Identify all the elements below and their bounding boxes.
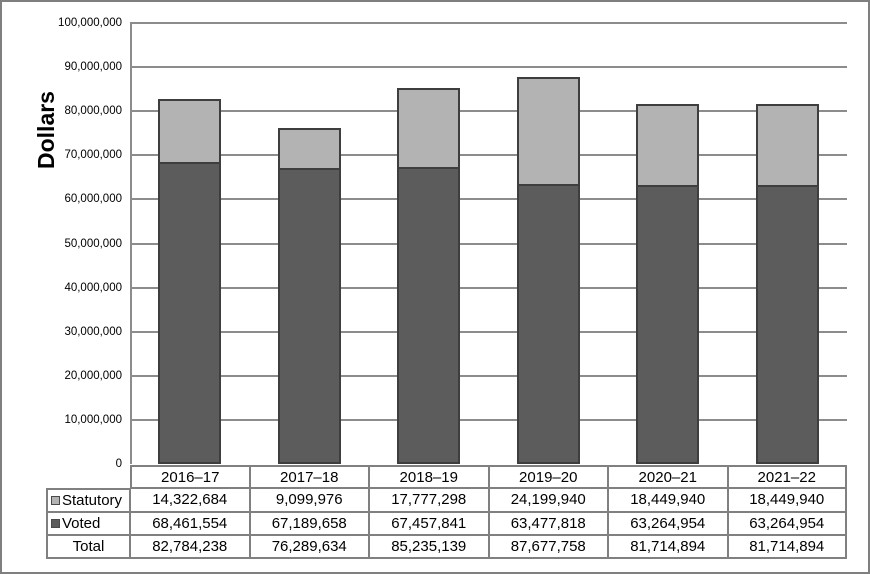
gridline bbox=[130, 286, 847, 289]
bar-segment-voted-2016–17 bbox=[160, 162, 220, 462]
bar-2021–22 bbox=[755, 104, 819, 464]
data-table: 2016–17 2017–18 2018–19 2019–20 2020–21 2021–… bbox=[46, 465, 847, 559]
bar-segment-voted-2018–19 bbox=[399, 167, 459, 462]
y-axis-tick-label: 90,000,000 bbox=[64, 61, 122, 74]
table-value-cell: 81,714,894 bbox=[727, 535, 847, 559]
table-value-cell: 24,199,940 bbox=[488, 488, 608, 512]
table-row-label-voted: Voted bbox=[46, 511, 130, 535]
table-header-cell: 2020–21 bbox=[608, 465, 728, 488]
y-axis-tick-label: 100,000,000 bbox=[58, 17, 122, 29]
gridline bbox=[130, 330, 847, 333]
bar-2020–21 bbox=[636, 104, 700, 464]
y-axis-tick-label: 40,000,000 bbox=[64, 281, 122, 294]
bar-2018–19 bbox=[397, 88, 461, 464]
gridline bbox=[130, 154, 847, 157]
table-value-cell: 85,235,139 bbox=[369, 535, 489, 559]
y-axis-tick-label: 60,000,000 bbox=[64, 193, 122, 206]
table-row-label-text: Voted bbox=[62, 514, 101, 532]
table-value-cell: 63,264,954 bbox=[608, 511, 728, 535]
y-axis-tick-label: 50,000,000 bbox=[64, 237, 122, 250]
table-header-cell: 2018–19 bbox=[369, 465, 489, 488]
plot-area bbox=[130, 22, 847, 464]
table-corner-blank bbox=[46, 465, 130, 488]
y-axis-tick-label: 0 bbox=[115, 458, 122, 470]
y-axis-tick-label: 70,000,000 bbox=[64, 149, 122, 162]
bar-segment-voted-2020–21 bbox=[638, 185, 698, 462]
y-axis-tick-label: 30,000,000 bbox=[64, 325, 122, 338]
table-value-cell: 82,784,238 bbox=[130, 535, 250, 559]
gridline bbox=[130, 66, 847, 69]
gridline bbox=[130, 198, 847, 201]
bar-segment-voted-2017–18 bbox=[279, 168, 339, 462]
table-header-cell: 2019–20 bbox=[488, 465, 608, 488]
gridline bbox=[130, 374, 847, 377]
statutory-swatch-icon bbox=[51, 495, 60, 505]
table-row-label-text: Total bbox=[72, 538, 105, 555]
table-value-cell: 81,714,894 bbox=[608, 535, 728, 559]
table-row-label-total: Total bbox=[46, 535, 130, 559]
table-header-cell: 2021–22 bbox=[727, 465, 847, 488]
table-value-cell: 67,457,841 bbox=[369, 511, 489, 535]
table-header-cell: 2016–17 bbox=[130, 465, 250, 488]
bar-2016–17 bbox=[158, 99, 222, 464]
bar-2019–20 bbox=[516, 77, 580, 464]
gridline bbox=[130, 22, 847, 24]
table-value-cell: 76,289,634 bbox=[249, 535, 369, 559]
table-value-cell: 17,777,298 bbox=[369, 488, 489, 512]
bar-segment-voted-2021–22 bbox=[757, 185, 817, 462]
bar-2017–18 bbox=[277, 128, 341, 464]
y-axis-tick-label: 20,000,000 bbox=[64, 369, 122, 382]
table-value-cell: 87,677,758 bbox=[488, 535, 608, 559]
table-value-cell: 18,449,940 bbox=[727, 488, 847, 512]
table-row-label-statutory: Statutory bbox=[46, 488, 130, 512]
table-value-cell: 67,189,658 bbox=[249, 511, 369, 535]
bar-segment-voted-2019–20 bbox=[518, 184, 578, 462]
y-axis-tick-label: 80,000,000 bbox=[64, 105, 122, 118]
table-value-cell: 68,461,554 bbox=[130, 511, 250, 535]
table-value-cell: 63,477,818 bbox=[488, 511, 608, 535]
table-value-cell: 63,264,954 bbox=[727, 511, 847, 535]
table-value-cell: 9,099,976 bbox=[249, 488, 369, 512]
y-axis-tick-label: 10,000,000 bbox=[64, 413, 122, 426]
gridline bbox=[130, 418, 847, 421]
voted-swatch-icon bbox=[51, 518, 60, 528]
gridline bbox=[130, 110, 847, 113]
table-row-label-text: Statutory bbox=[62, 491, 123, 509]
table-header-cell: 2017–18 bbox=[249, 465, 369, 488]
table-value-cell: 14,322,684 bbox=[130, 488, 250, 512]
gridline bbox=[130, 242, 847, 245]
table-value-cell: 18,449,940 bbox=[608, 488, 728, 512]
y-axis-line bbox=[130, 23, 132, 464]
y-axis-title: Dollars bbox=[33, 91, 59, 169]
